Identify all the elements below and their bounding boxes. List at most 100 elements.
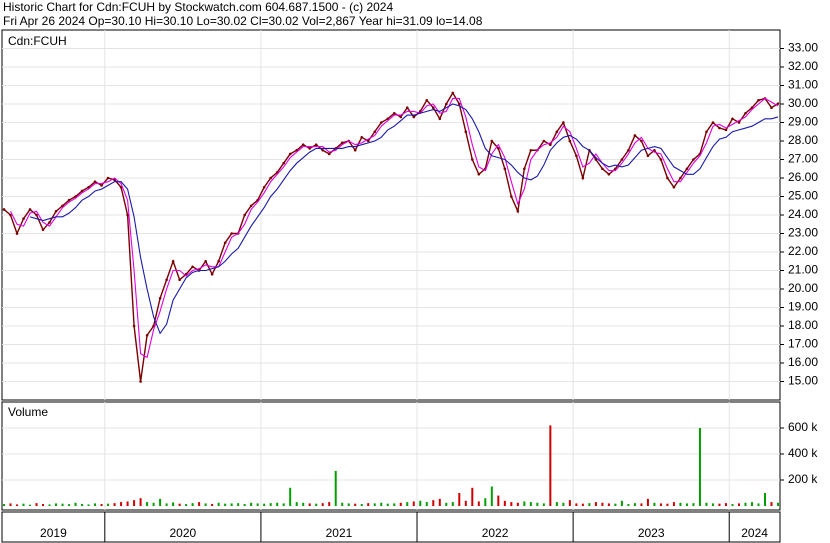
- price-point: [692, 158, 695, 161]
- price-point: [529, 148, 533, 152]
- y-tick-label: 200 k: [788, 472, 818, 486]
- y-tick-label: 30.00: [788, 96, 818, 110]
- price-point: [288, 152, 292, 156]
- volume-bar: [328, 502, 331, 506]
- volume-bar: [204, 503, 207, 506]
- price-point: [718, 126, 721, 130]
- price-point: [145, 333, 149, 337]
- x-tick-label: 2019: [40, 526, 67, 540]
- price-point: [139, 380, 142, 383]
- volume-bar: [146, 502, 149, 506]
- price-point: [2, 208, 6, 211]
- volume-bar: [22, 503, 25, 506]
- price-point: [516, 210, 520, 213]
- volume-bar: [614, 503, 617, 506]
- x-tick-label: 2023: [638, 526, 665, 540]
- price-point: [581, 176, 585, 180]
- price-point: [776, 102, 780, 105]
- volume-bar: [35, 503, 38, 506]
- price-point: [314, 143, 318, 146]
- price-point: [171, 259, 175, 263]
- y-tick-label: 23.00: [788, 226, 818, 240]
- volume-bar: [133, 500, 136, 506]
- price-point: [444, 102, 448, 106]
- y-tick-label: 32.00: [788, 59, 818, 73]
- price-point: [282, 161, 285, 165]
- price-point: [737, 121, 741, 124]
- volume-bar: [445, 502, 448, 506]
- price-point: [178, 278, 181, 282]
- volume-bar: [165, 503, 168, 506]
- volume-bar: [243, 504, 246, 506]
- volume-bar: [744, 502, 747, 506]
- price-point: [731, 117, 734, 121]
- y-tick-label: 400 k: [788, 446, 818, 460]
- price-point: [471, 158, 474, 161]
- volume-bar: [68, 504, 71, 506]
- price-point: [353, 148, 357, 152]
- volume-bar: [419, 500, 422, 506]
- volume-bar: [191, 503, 194, 506]
- volume-bar: [126, 501, 129, 506]
- volume-bar: [412, 501, 415, 506]
- price-point: [22, 217, 25, 220]
- volume-bar: [120, 502, 123, 506]
- volume-bar: [152, 502, 155, 506]
- y-tick-label: 18.00: [788, 318, 818, 332]
- price-point: [373, 130, 377, 134]
- volume-bar: [393, 503, 396, 506]
- price-point: [744, 111, 747, 115]
- price-point: [126, 213, 129, 217]
- volume-bar: [516, 502, 519, 506]
- price-point: [724, 128, 728, 132]
- price-point: [555, 130, 559, 134]
- volume-bar: [685, 503, 688, 506]
- volume-bar: [633, 503, 636, 506]
- price-point: [28, 208, 32, 211]
- price-point: [627, 148, 630, 152]
- volume-bar: [692, 503, 695, 506]
- volume-bar: [737, 503, 740, 506]
- price-point: [510, 195, 513, 198]
- volume-bar: [432, 500, 435, 506]
- volume-bar: [302, 502, 305, 506]
- volume-bar: [568, 500, 571, 506]
- volume-bar: [523, 501, 526, 506]
- volume-bar: [724, 503, 727, 506]
- volume-bar: [74, 502, 77, 506]
- price-point: [243, 213, 246, 217]
- volume-bar: [224, 503, 227, 506]
- price-point: [301, 143, 305, 146]
- price-point: [366, 139, 370, 143]
- price-point: [497, 147, 500, 150]
- volume-bar: [490, 486, 493, 506]
- volume-bar: [107, 503, 110, 506]
- volume-bar: [269, 503, 272, 506]
- y-tick-label: 16.00: [788, 355, 818, 369]
- price-point: [106, 176, 110, 180]
- volume-bar: [575, 503, 578, 506]
- volume-bar: [588, 503, 591, 506]
- price-point: [711, 121, 715, 124]
- y-tick-label: 33.00: [788, 41, 818, 55]
- volume-bar: [9, 503, 12, 506]
- price-point: [67, 198, 71, 202]
- volume-bar: [536, 502, 539, 506]
- volume-bar: [484, 498, 487, 506]
- y-tick-label: 20.00: [788, 281, 818, 295]
- price-point: [308, 147, 311, 150]
- volume-bar: [620, 500, 623, 506]
- volume-bar: [562, 502, 565, 506]
- volume-label: Volume: [8, 405, 48, 419]
- volume-bar: [542, 503, 545, 506]
- volume-bar: [666, 503, 669, 506]
- price-point: [457, 102, 461, 106]
- price-point: [679, 176, 682, 180]
- price-point: [35, 213, 38, 217]
- y-tick-label: 28.00: [788, 133, 818, 147]
- volume-bar: [354, 503, 357, 506]
- volume-bar: [198, 502, 201, 506]
- price-point: [633, 134, 637, 137]
- price-point: [223, 241, 227, 245]
